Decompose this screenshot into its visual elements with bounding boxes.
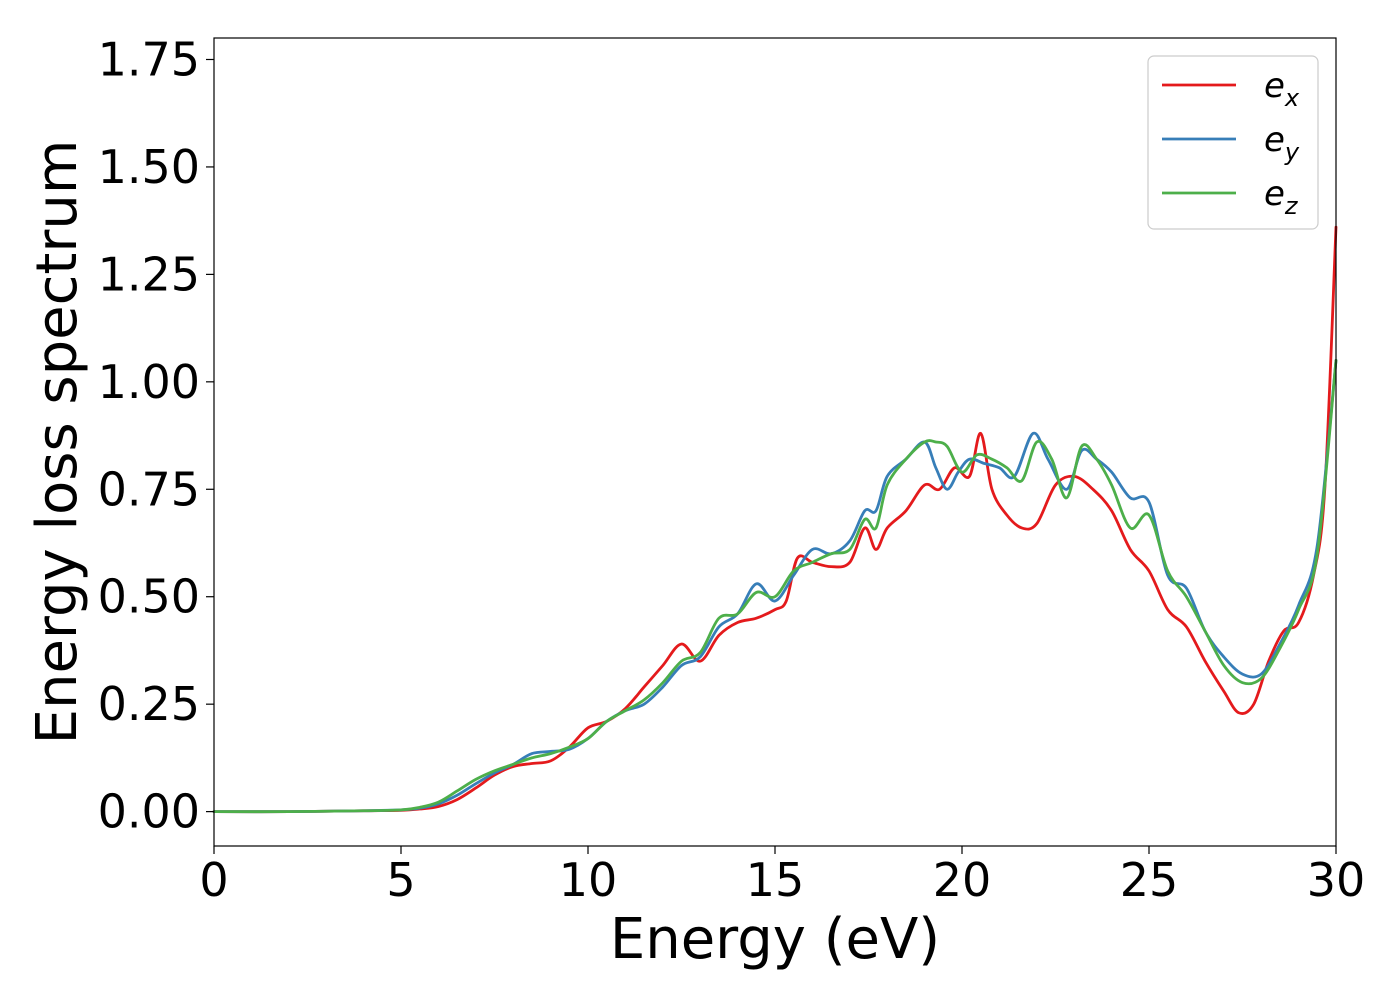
legend-label-subscript: y: [1284, 138, 1300, 166]
y-tick-label: 0.00: [98, 785, 200, 839]
y-tick-label: 0.75: [98, 462, 200, 516]
x-tick-label: 0: [199, 853, 228, 907]
y-tick-label: 1.00: [98, 355, 200, 409]
legend-label-e_x: ex: [1264, 66, 1300, 112]
series-layer: [212, 225, 1338, 814]
x-tick-label: 15: [746, 853, 805, 907]
legend-box: [1147, 55, 1319, 230]
y-tick-label: 0.25: [98, 677, 200, 731]
y-tick-label: 1.75: [98, 32, 200, 86]
x-axis-title: Energy (eV): [610, 907, 940, 972]
series-line-e_z: [212, 358, 1338, 814]
series-line-e_y: [212, 358, 1338, 814]
x-tick-label: 5: [386, 853, 415, 907]
series-line-e_x: [212, 225, 1338, 814]
x-tick-label: 10: [559, 853, 618, 907]
y-tick-label: 1.50: [98, 140, 200, 194]
y-axis-ticks: 0.00 0.25 0.50 0.75 1.00 1.25 1.50 1.75: [98, 32, 214, 839]
legend-label-e_y: ey: [1264, 120, 1300, 166]
x-axis-ticks: 0 5 10 15 20 25 30: [199, 846, 1365, 907]
x-tick-label: 30: [1307, 853, 1366, 907]
y-tick-label: 1.25: [98, 247, 200, 301]
y-tick-label: 0.50: [98, 570, 200, 624]
y-axis-title: Energy loss spectrum: [25, 140, 90, 745]
legend-label-subscript: x: [1284, 84, 1300, 112]
legend-label-subscript: z: [1284, 192, 1299, 220]
x-tick-label: 20: [933, 853, 992, 907]
x-tick-label: 25: [1120, 853, 1179, 907]
